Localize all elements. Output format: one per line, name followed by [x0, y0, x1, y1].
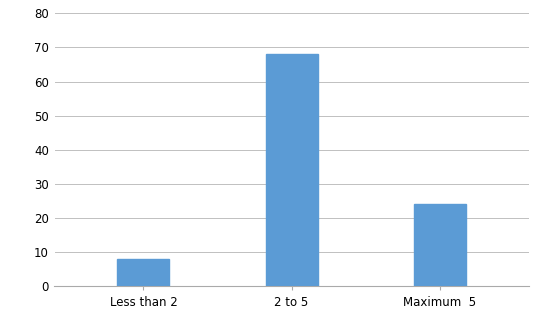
Bar [265, 54, 318, 286]
Bar [118, 259, 169, 286]
Bar [414, 204, 465, 286]
